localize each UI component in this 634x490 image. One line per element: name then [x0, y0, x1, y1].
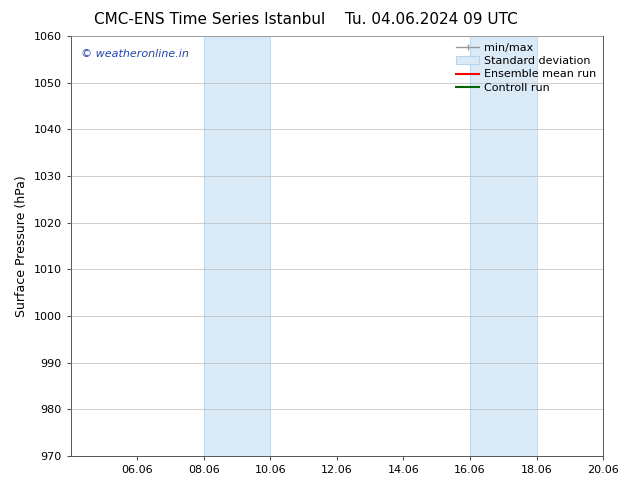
Text: © weatheronline.in: © weatheronline.in	[81, 49, 189, 59]
Text: CMC-ENS Time Series Istanbul: CMC-ENS Time Series Istanbul	[94, 12, 325, 27]
Legend: min/max, Standard deviation, Ensemble mean run, Controll run: min/max, Standard deviation, Ensemble me…	[452, 38, 601, 97]
Y-axis label: Surface Pressure (hPa): Surface Pressure (hPa)	[15, 175, 28, 317]
Bar	[204, 36, 270, 456]
Bar	[470, 36, 536, 456]
Text: Tu. 04.06.2024 09 UTC: Tu. 04.06.2024 09 UTC	[345, 12, 517, 27]
